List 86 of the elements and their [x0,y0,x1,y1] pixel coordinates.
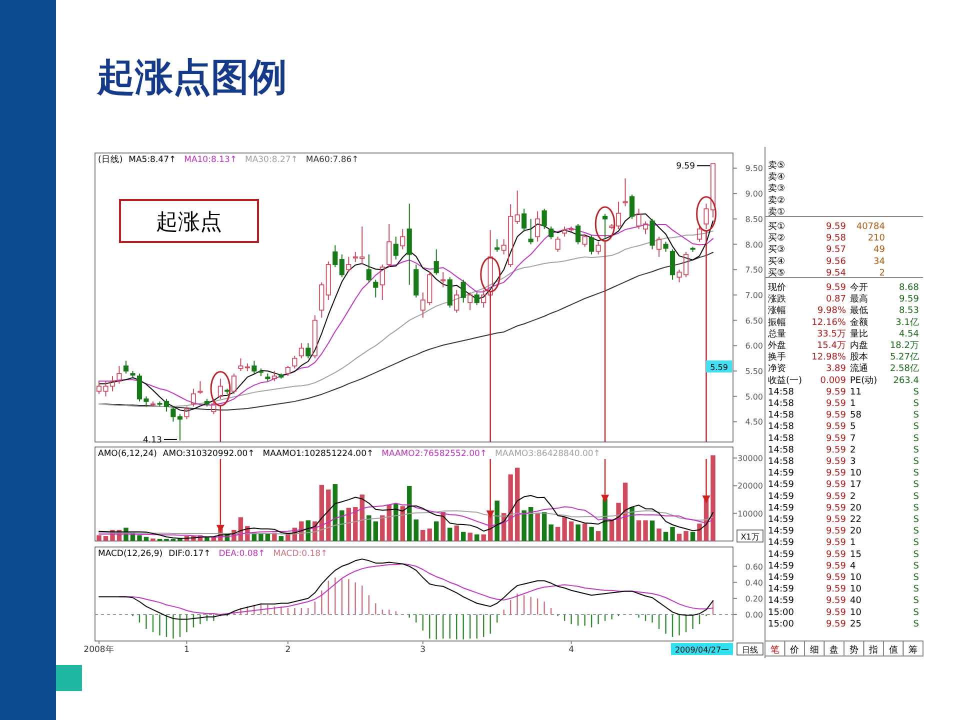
chart-title: 起涨点图例 [96,55,287,99]
text: 14:58 9.59 1 S [768,399,919,409]
text: 外盘 15.4万 内盘 18.2万 [768,341,919,351]
text: 笔 价 细 盘 势 指 值 筹 [770,644,918,656]
text: 14:58 9.59 3 S [768,457,919,467]
y-tick-label: 20000 [738,482,763,491]
text: 换手 12.98% 股本 5.27亿 [768,352,919,363]
y-tick-label: 0.60 [745,562,763,572]
text: 14:59 9.59 20 S [768,526,919,537]
text: 卖④ [768,172,786,183]
annotation: 9.59 [676,162,695,172]
text: X1万 [740,532,760,542]
y-tick-label: 7.00 [745,290,763,300]
y-tick-label: 7.50 [745,266,763,275]
y-tick-label: 6.00 [745,342,763,351]
text: 14:59 9.59 2 S [768,492,919,502]
text: 涨跌 0.87 最高 9.59 [768,294,919,305]
text: 净资 3.89 流通 2.58亿 [768,364,919,374]
text: 卖③ [768,183,786,194]
text: 15:00 9.59 10 S [768,608,919,618]
text: MAAMO3:86428840.00↑ [495,449,600,459]
text: 总量 33.5万 量比 4.54 [768,329,919,340]
text: 14:59 9.59 20 S [768,503,919,514]
text: MA30:8.27↑ [245,155,298,165]
x-tick-label: 2008年 [84,644,114,655]
text: DEA:0.08↑ [218,549,266,559]
text: 买① 9.59 40784 [768,222,885,232]
y-tick-label: 9.00 [745,190,763,199]
y-tick-label: 5.00 [745,392,763,402]
text: 14:59 9.59 17 S [768,480,919,490]
text: 14:59 9.59 40 S [768,596,919,606]
text: MAAMO2:76582552.00↑ [382,449,488,459]
y-tick-label: 0.20 [745,594,763,604]
chart-subtitle: AMO(6,12,24) [98,449,157,459]
annotation: 4.13 [143,435,162,446]
text: 15:00 9.59 25 S [768,619,919,630]
y-tick-label: 0.00 [745,610,763,620]
text: MAAMO1:102851224.00↑ [262,449,374,459]
text: 买⑤ 9.54 2 [768,268,885,278]
text: 14:59 9.59 4 S [768,561,919,572]
x-tick-label: 2 [285,645,291,655]
y-tick-label: 10000 [738,509,763,518]
y-tick-label: 30000 [738,454,763,464]
text: MACD:0.18↑ [273,549,328,559]
y-tick-label: 4.50 [745,418,763,427]
text: 14:59 9.59 1 S [768,538,919,548]
x-tick-label: 4 [568,645,574,655]
text: 14:58 9.59 7 S [768,434,919,444]
annotation: 起涨点 [156,210,222,235]
y-tick-label: 6.50 [745,316,763,326]
y-tick-label: 5.50 [745,367,763,376]
y-tick-label: 9.50 [745,164,763,174]
text: DIF:0.17↑ [168,549,211,559]
y-tick-label: 8.00 [745,240,763,250]
text: 14:59 9.59 22 S [768,515,919,525]
annotation: 5.59 [710,362,728,372]
text: 买④ 9.56 34 [768,256,885,267]
text: 14:58 9.59 5 S [768,422,919,432]
text: 涨幅 9.98% 最低 8.53 [768,306,919,316]
text: 买③ 9.57 49 [768,245,885,256]
text: 收益(一) 0.009 PE(动) 263.4 [768,376,919,386]
y-tick-label: 8.50 [745,214,763,224]
text: 振幅 12.16% 金额 3.1亿 [768,318,919,328]
x-tick-label: 1 [184,645,190,655]
text: 卖① [768,206,786,218]
y-tick-label: 0.40 [745,578,763,588]
text: MA10:8.13↑ [184,155,237,165]
text: 现价 9.59 今开 8.68 [768,283,919,293]
text: 14:59 9.59 10 S [768,573,919,583]
chart-subtitle: MACD(12,26,9) [98,549,163,559]
text: MA60:7.86↑ [306,155,359,165]
text: 14:58 9.59 2 S [768,445,919,456]
text: 14:59 9.59 10 S [768,468,919,479]
x-tick-label: 3 [420,645,426,655]
text: 2009/04/27一 [674,646,730,654]
text: 买② 9.58 210 [768,234,885,244]
text: 卖⑤ [768,160,786,171]
text: 14:58 9.59 11 S [768,387,919,398]
chart-subtitle: (日线) [98,154,123,165]
text: 日线 [742,646,758,654]
text: 14:59 9.59 15 S [768,550,919,560]
text: AMO:310320992.00↑ [162,449,255,459]
text: 14:58 9.59 58 S [768,410,919,421]
text: 卖② [768,194,786,206]
text: MA5:8.47↑ [128,155,176,165]
text: 14:59 9.59 10 S [768,584,919,595]
